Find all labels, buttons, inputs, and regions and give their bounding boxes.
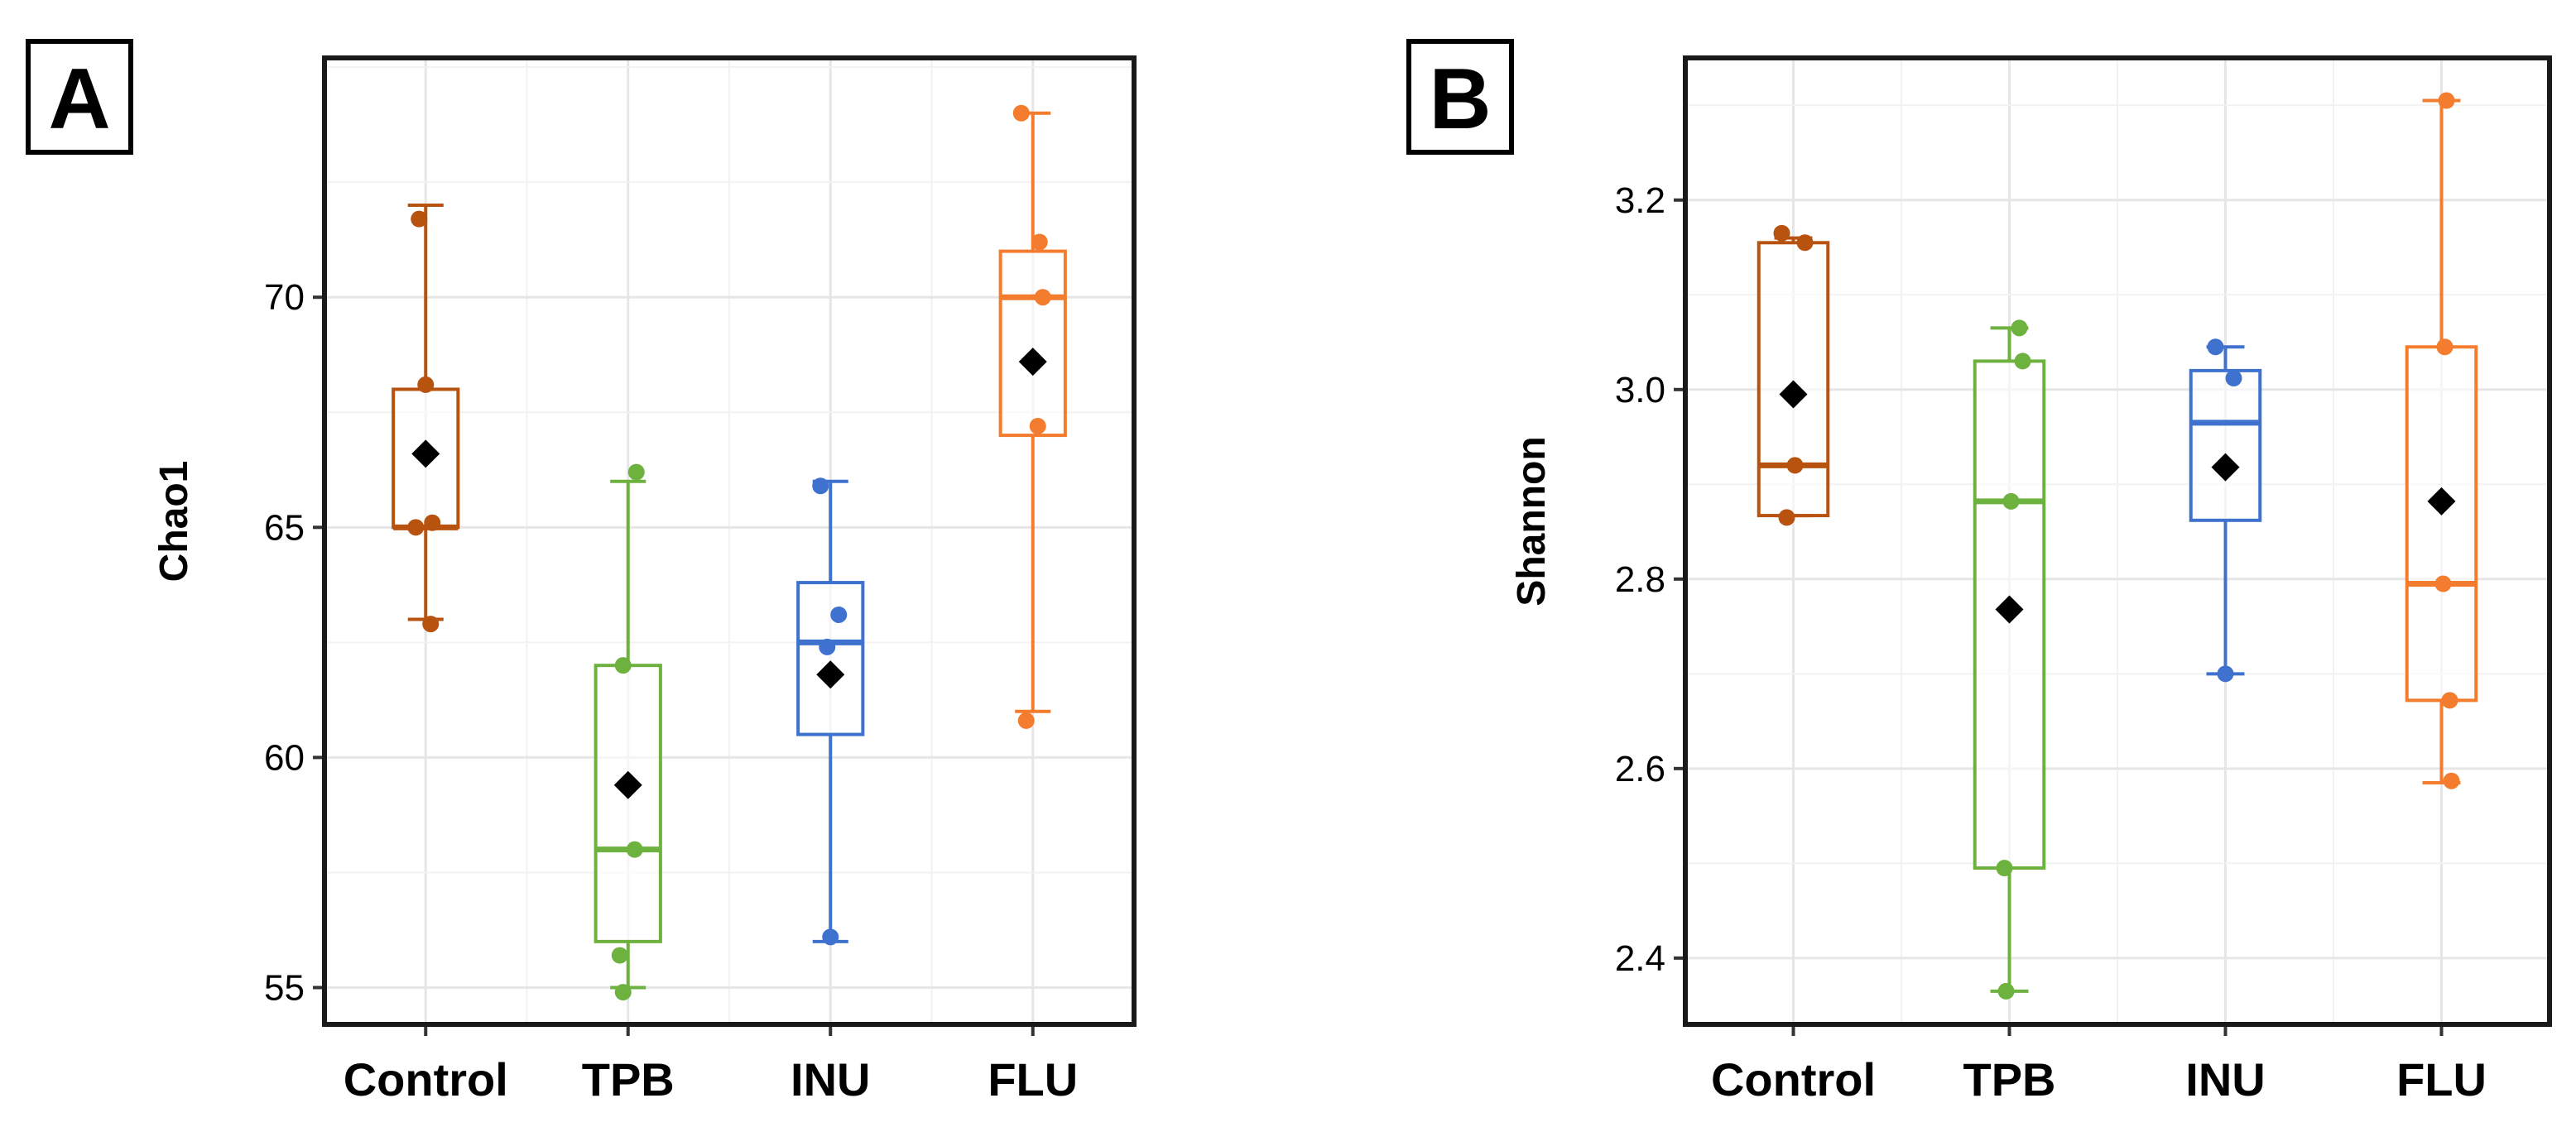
panel-a-data-point-tpb bbox=[611, 947, 628, 964]
panel-a-y-tick-label: 65 bbox=[264, 507, 305, 548]
panel-a: A Chao1 55 60 65 70 Control TPB INU FLU bbox=[26, 39, 1137, 1105]
panel-a-data-point-inu bbox=[812, 477, 829, 495]
panel-a-data-point-control bbox=[417, 376, 435, 393]
panel-a-data-point-control bbox=[411, 210, 428, 228]
panel-b-plot-area: 2.4 2.6 2.8 3.0 3.2 Control TPB INU FLU bbox=[1615, 55, 2552, 1105]
panel-b-mean-marker-inu bbox=[2211, 453, 2240, 482]
panel-b-data-point-inu bbox=[2217, 665, 2234, 683]
panel-b-data-point-control bbox=[1778, 509, 1795, 526]
panel-b-data-point-flu bbox=[2434, 575, 2452, 592]
panel-b-y-tick-label: 3.2 bbox=[1615, 180, 1665, 221]
panel-a-data-point-tpb bbox=[626, 841, 643, 858]
panel-b-data-point-flu bbox=[2438, 92, 2455, 109]
panel-b-y-axis-title: Shannon bbox=[1510, 436, 1554, 606]
panel-a-label-box bbox=[26, 39, 133, 155]
panel-a-data-point-flu bbox=[1012, 104, 1030, 122]
panel-b-label: B bbox=[1429, 51, 1491, 147]
panel-b-y-tick-label: 2.6 bbox=[1615, 749, 1665, 789]
panel-a-data-point-flu bbox=[1017, 712, 1035, 729]
panel-a-y-tick-label: 55 bbox=[264, 968, 305, 1009]
panel-a-label: A bbox=[48, 51, 110, 147]
panel-a-mean-marker-flu bbox=[1018, 348, 1047, 376]
panel-b-data-point-tpb bbox=[2011, 319, 2028, 337]
panel-a-data-point-inu bbox=[830, 606, 848, 623]
panel-a-data-point-tpb bbox=[614, 984, 632, 1001]
panel-a-mean-marker-tpb bbox=[613, 770, 642, 799]
panel-b-data-point-inu bbox=[2207, 338, 2224, 356]
panel-a-data-point-inu bbox=[819, 638, 836, 655]
panel-a-data-point-control bbox=[407, 519, 425, 536]
panel-a-data-point-tpb bbox=[614, 657, 632, 674]
panel-a-plot-frame bbox=[322, 55, 1137, 1027]
panel-b-data-point-flu bbox=[2443, 772, 2460, 789]
panel-b-data-point-flu bbox=[2436, 338, 2453, 356]
panel-b-y-tick-label: 2.4 bbox=[1615, 938, 1665, 979]
panel-a-plot-area: 55 60 65 70 Control TPB INU FLU bbox=[264, 55, 1137, 1105]
panel-b-data-point-tpb bbox=[2002, 492, 2020, 510]
panel-b-mean-marker-control bbox=[1779, 380, 1808, 409]
panel-b-data-point-tpb bbox=[2014, 352, 2031, 370]
panel-a-y-tick-label: 60 bbox=[264, 737, 305, 778]
panel-a-y-axis-title: Chao1 bbox=[152, 461, 196, 583]
panel-a-x-tick-label-control: Control bbox=[344, 1053, 508, 1105]
panel-b-label-box bbox=[1406, 39, 1514, 155]
panel-a-box-flu bbox=[998, 249, 1067, 438]
panel-a-data-point-flu bbox=[1029, 417, 1046, 434]
panel-b-data-point-flu bbox=[2441, 692, 2458, 709]
panel-a-data-point-flu bbox=[1031, 233, 1048, 251]
panel-b-y-tick-label: 2.8 bbox=[1615, 559, 1665, 600]
panel-b-data-point-control bbox=[1786, 457, 1804, 474]
panel-a-mean-marker-control bbox=[411, 439, 440, 468]
panel-b-data-point-inu bbox=[2225, 370, 2242, 387]
panel-b-x-tick-label-tpb: TPB bbox=[1963, 1053, 2056, 1105]
panel-b-mean-marker-flu bbox=[2427, 487, 2456, 516]
panel-b-box-control bbox=[1757, 241, 1830, 518]
panel-b-mean-marker-tpb bbox=[1995, 595, 2024, 624]
panel-a-box-tpb bbox=[594, 664, 662, 943]
panel-b-x-tick-label-inu: INU bbox=[2185, 1053, 2265, 1105]
panel-a-data-point-tpb bbox=[627, 463, 645, 481]
panel-b-box-inu bbox=[2189, 368, 2262, 522]
panel-a-data-point-inu bbox=[822, 928, 839, 946]
panel-b-x-tick-label-control: Control bbox=[1711, 1053, 1876, 1105]
panel-b-data-point-tpb bbox=[1997, 982, 2015, 1000]
panel-b-data-point-control bbox=[1796, 234, 1814, 252]
panel-a-x-tick-label-inu: INU bbox=[791, 1053, 870, 1105]
panel-a-x-tick-label-tpb: TPB bbox=[582, 1053, 675, 1105]
panel-a-x-tick-label-flu: FLU bbox=[988, 1053, 1078, 1105]
panel-a-data-point-control bbox=[424, 514, 441, 531]
panel-b-y-tick-label: 3.0 bbox=[1615, 370, 1665, 410]
panel-b-x-tick-label-flu: FLU bbox=[2396, 1053, 2487, 1105]
panel-a-y-tick-label: 70 bbox=[264, 277, 305, 318]
panel-b-data-point-tpb bbox=[1996, 860, 2013, 877]
panel-b-plot-frame bbox=[1683, 55, 2552, 1027]
panel-b: B Shannon 2.4 2.6 2.8 3.0 3.2 Control TPB INU FL… bbox=[1406, 39, 2552, 1105]
panel-a-box-inu bbox=[796, 581, 865, 736]
panel-a-mean-marker-inu bbox=[816, 660, 845, 689]
panel-a-data-point-flu bbox=[1034, 289, 1051, 306]
panel-b-data-point-control bbox=[1773, 224, 1790, 242]
panel-a-data-point-control bbox=[422, 616, 440, 633]
panel-b-box-flu bbox=[2405, 345, 2478, 703]
